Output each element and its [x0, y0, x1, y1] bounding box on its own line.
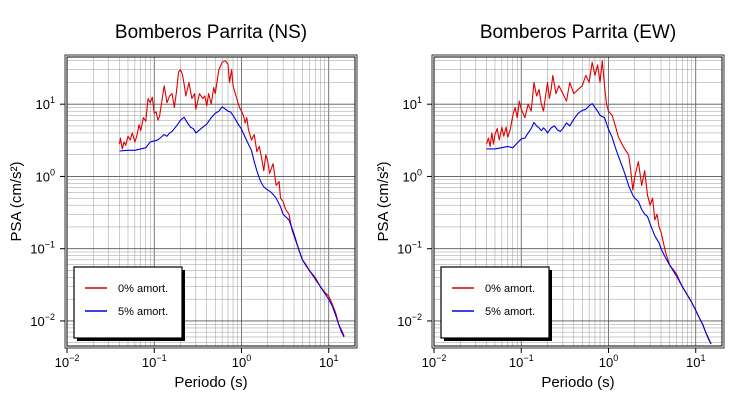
chart-panel-ns: 10−2 10−1 100 101 10−2 10−1 100 101 Bomberos Par…: [8, 22, 358, 391]
x-tick-label: 101: [686, 353, 705, 370]
y-tick-label: 10−1: [397, 240, 422, 257]
x-tick-label: 10−1: [142, 353, 167, 370]
legend-label: 5% amort.: [485, 306, 535, 318]
chart-panel-ew: 10−2 10−1 100 101 10−2 10−1 100 101 Bomberos Par…: [375, 22, 725, 391]
y-tick-label: 100: [36, 167, 55, 184]
y-tick-label: 100: [403, 167, 422, 184]
plot-frame: [433, 56, 723, 347]
series-line-5-amort: [119, 106, 345, 338]
x-tick-label: 100: [232, 353, 251, 370]
legend-box: [73, 266, 183, 339]
x-axis-label: Periodo (s): [174, 374, 247, 391]
series-line-0-amort: [118, 60, 345, 337]
y-tick-label: 10−2: [397, 312, 422, 329]
chart-title: Bomberos Parrita (NS): [115, 22, 307, 43]
series-line-5-amort: [486, 103, 712, 345]
legend-label: 0% amort.: [118, 283, 168, 295]
chart-title: Bomberos Parrita (EW): [480, 22, 676, 43]
plot-frame-outer: [431, 54, 725, 349]
x-tick-label: 101: [319, 353, 338, 370]
y-tick-label: 101: [403, 95, 422, 112]
y-tick-label: 10−1: [30, 240, 55, 257]
series-line-0-amort: [486, 60, 712, 345]
plot-frame-outer: [64, 54, 358, 349]
x-axis-label: Periodo (s): [541, 374, 614, 391]
legend-label: 0% amort.: [485, 283, 535, 295]
x-tick-label: 10−2: [55, 353, 80, 370]
y-axis-label: PSA (cm/s²): [375, 161, 392, 241]
x-tick-label: 10−1: [509, 353, 534, 370]
plot-frame: [66, 56, 356, 347]
y-tick-label: 10−2: [30, 312, 55, 329]
y-axis-label: PSA (cm/s²): [8, 161, 25, 241]
legend-label: 5% amort.: [118, 306, 168, 318]
y-tick-label: 101: [36, 95, 55, 112]
legend: 0% amort. 5% amort.: [440, 266, 552, 341]
legend-box: [440, 266, 550, 339]
x-tick-label: 100: [599, 353, 618, 370]
legend: 0% amort. 5% amort.: [73, 266, 185, 341]
x-tick-label: 10−2: [422, 353, 447, 370]
